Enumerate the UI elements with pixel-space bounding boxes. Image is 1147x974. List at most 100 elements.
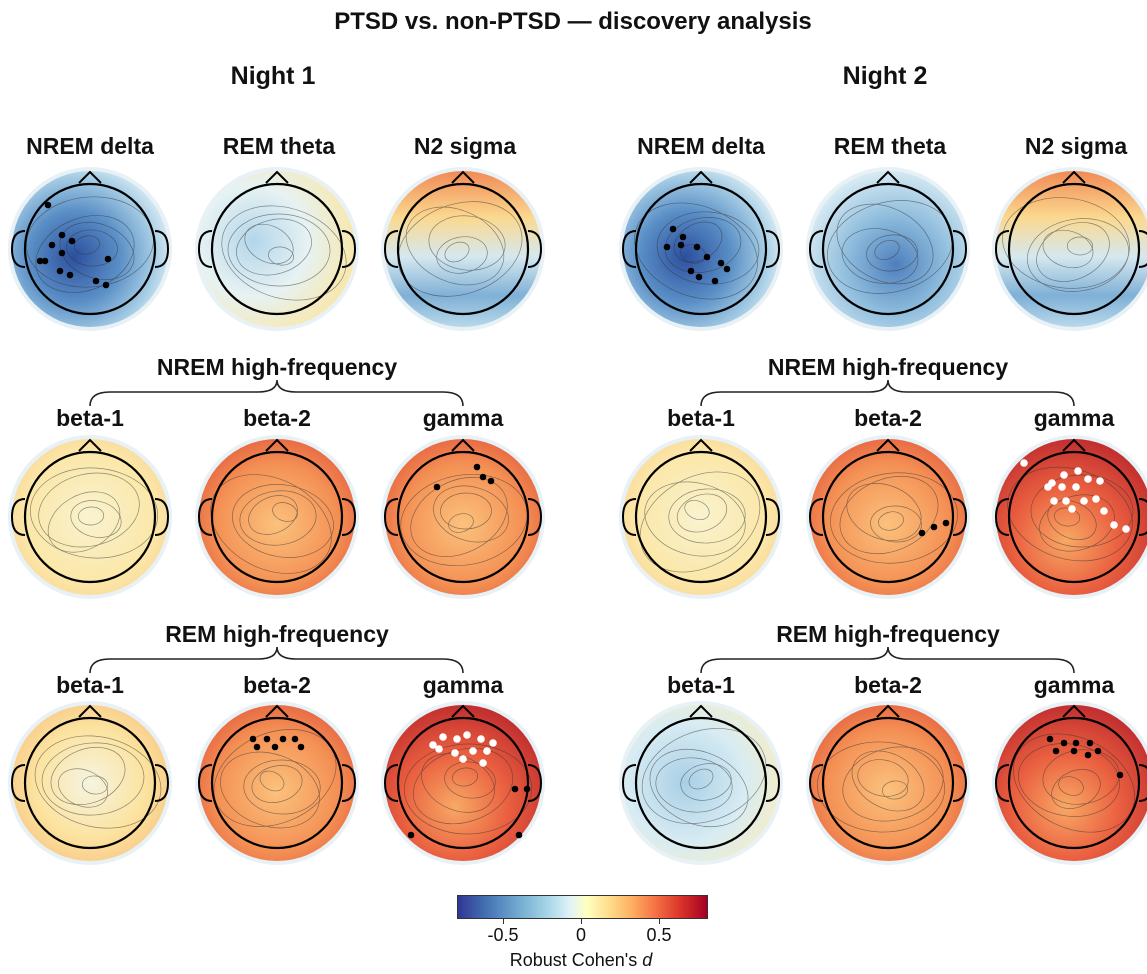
topomap-contours bbox=[1013, 733, 1135, 833]
topomap-n1-n2-sigma bbox=[381, 167, 545, 331]
topomap-contour bbox=[444, 761, 496, 799]
topomap-contour bbox=[444, 241, 470, 263]
electrode-marker bbox=[703, 253, 711, 261]
topomap-contour bbox=[81, 775, 109, 795]
electrode-marker bbox=[271, 743, 279, 751]
topomap-contour bbox=[656, 211, 760, 285]
group-n2-rem-hf: REM high-frequency bbox=[776, 621, 1000, 647]
topomap-contour bbox=[221, 205, 347, 301]
left-ear bbox=[621, 764, 637, 802]
electrode-marker bbox=[1062, 497, 1070, 505]
electrode-marker bbox=[479, 759, 487, 767]
electrode-marker bbox=[677, 241, 685, 249]
label-n1-nrem-delta: NREM delta bbox=[26, 133, 154, 159]
electrode-marker bbox=[1072, 739, 1080, 747]
electrode-marker bbox=[487, 477, 495, 485]
head-outline bbox=[23, 450, 157, 584]
topomap-contour bbox=[1026, 218, 1130, 292]
topomap-contour bbox=[35, 215, 135, 293]
label-n1-nrem-gamma: gamma bbox=[422, 405, 504, 431]
topomap-contour bbox=[668, 488, 746, 544]
right-ear bbox=[154, 230, 170, 268]
topomap-contour bbox=[29, 467, 159, 559]
right-ear bbox=[341, 764, 357, 802]
topomap-contour bbox=[77, 506, 105, 526]
left-ear bbox=[197, 498, 213, 536]
label-n1-rem-theta: REM theta bbox=[222, 133, 336, 159]
head-outline bbox=[23, 182, 157, 316]
head-outline bbox=[821, 182, 955, 316]
electrode-marker bbox=[1084, 751, 1092, 759]
head-outline bbox=[396, 716, 530, 850]
topomap-contours bbox=[830, 472, 958, 564]
topomap-contours bbox=[1007, 466, 1134, 562]
topomap-contours bbox=[1002, 197, 1130, 292]
topomap-contours bbox=[34, 735, 162, 829]
colorbar-tick bbox=[659, 918, 660, 924]
nose-marker bbox=[876, 704, 900, 718]
left-ear bbox=[197, 230, 213, 268]
right-ear bbox=[952, 230, 968, 268]
electrode-marker bbox=[1074, 467, 1082, 475]
topomap-contour bbox=[243, 759, 321, 815]
electrode-marker bbox=[717, 259, 725, 267]
electrode-marker bbox=[1044, 483, 1052, 491]
nose-marker bbox=[451, 438, 475, 452]
label-n2-rem-beta2: beta-2 bbox=[854, 672, 922, 698]
electrode-marker bbox=[439, 733, 447, 741]
night-1-label: Night 1 bbox=[230, 62, 316, 90]
topomap-contour bbox=[267, 246, 295, 266]
electrode-marker bbox=[92, 277, 100, 285]
group-n2-nrem-hf: NREM high-frequency bbox=[767, 354, 1009, 380]
electrode-marker bbox=[263, 735, 271, 743]
topomap-n1-rem-beta1 bbox=[8, 701, 172, 865]
right-ear bbox=[527, 498, 543, 536]
electrode-marker bbox=[433, 483, 441, 491]
topomap-field bbox=[623, 439, 779, 595]
electrode-marker bbox=[1094, 747, 1102, 755]
electrode-marker bbox=[483, 747, 491, 755]
topomap-contour bbox=[639, 471, 761, 573]
topomap-contour bbox=[870, 505, 922, 543]
topomap-contour bbox=[50, 746, 126, 806]
head-outline bbox=[634, 450, 768, 584]
electrode-marker bbox=[279, 735, 287, 743]
nose-marker bbox=[78, 704, 102, 718]
topomap-field bbox=[810, 439, 966, 595]
topomap-contours bbox=[816, 741, 946, 833]
electrode-marker bbox=[473, 463, 481, 471]
group-n1-rem-hf: REM high-frequency bbox=[165, 621, 389, 647]
electrode-marker bbox=[1096, 477, 1104, 485]
topomap-contour bbox=[70, 500, 122, 538]
significance-markers bbox=[1020, 459, 1130, 533]
label-n2-nrem-gamma: gamma bbox=[1033, 405, 1115, 431]
topomap-field bbox=[199, 705, 355, 861]
topomap-n1-nrem-delta bbox=[8, 167, 172, 331]
right-ear bbox=[154, 764, 170, 802]
label-n1-nrem-beta1: beta-1 bbox=[56, 405, 124, 431]
electrode-marker bbox=[459, 755, 467, 763]
head-outline bbox=[210, 450, 344, 584]
electrode-marker bbox=[58, 231, 66, 239]
topomap-contour bbox=[857, 759, 909, 797]
label-n1-n2-sigma: N2 sigma bbox=[413, 133, 517, 159]
topomap-contour bbox=[248, 495, 298, 535]
right-ear bbox=[765, 498, 781, 536]
topomap-field bbox=[12, 171, 168, 327]
topomap-contour bbox=[405, 206, 505, 286]
electrode-marker bbox=[515, 831, 523, 839]
topomap-n1-nrem-beta1 bbox=[8, 435, 172, 599]
topomap-contours bbox=[826, 200, 954, 294]
electrode-marker bbox=[102, 281, 110, 289]
topomap-contour bbox=[841, 228, 919, 284]
head-outline bbox=[821, 450, 955, 584]
electrode-marker bbox=[679, 233, 687, 241]
topomap-contours bbox=[221, 205, 347, 301]
electrode-marker bbox=[723, 265, 731, 273]
electrode-marker bbox=[41, 257, 49, 265]
electrode-marker bbox=[104, 255, 112, 263]
left-ear bbox=[383, 498, 399, 536]
label-n2-rem-theta: REM theta bbox=[833, 133, 947, 159]
colorbar-tick bbox=[503, 918, 504, 924]
head-outline bbox=[634, 182, 768, 316]
